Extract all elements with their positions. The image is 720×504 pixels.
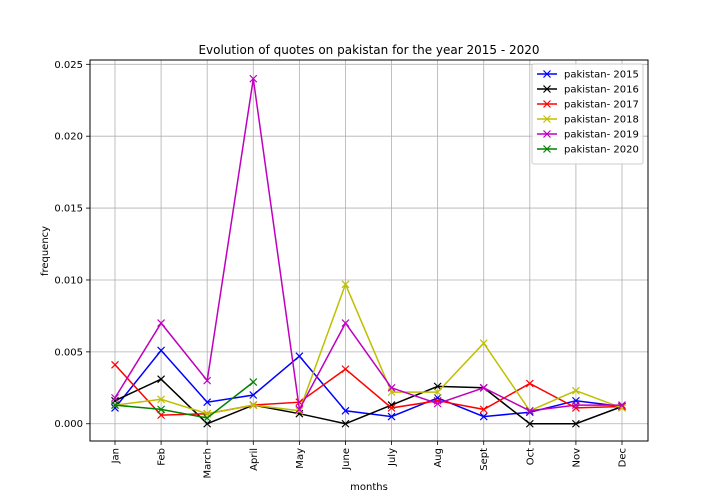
data-point <box>295 352 304 361</box>
data-point <box>295 405 304 414</box>
y-tick-label: 0.000 <box>54 419 83 430</box>
legend-label: pakistan- 2015 <box>564 70 639 81</box>
data-point <box>341 406 350 415</box>
data-point <box>525 419 534 428</box>
data-point <box>618 402 626 411</box>
data-point <box>157 375 166 384</box>
x-tick-label: Aug <box>433 448 444 468</box>
data-point <box>203 419 212 428</box>
legend-label: pakistan- 2019 <box>564 130 639 141</box>
x-tick-label: June <box>341 448 352 471</box>
data-point <box>571 401 580 409</box>
data-point <box>249 401 258 409</box>
legend-label: pakistan- 2017 <box>564 100 639 111</box>
series-4 <box>111 74 626 415</box>
legend-marker <box>543 115 551 123</box>
legend-label: pakistan- 2018 <box>564 115 639 126</box>
y-axis-label: frequency <box>40 226 51 276</box>
data-point <box>433 393 442 402</box>
x-tick-label: July <box>387 448 398 467</box>
legend-label: pakistan- 2016 <box>564 85 639 96</box>
x-tick-label: Dec <box>618 448 629 467</box>
data-point <box>249 74 258 83</box>
data-point <box>387 404 396 412</box>
data-point <box>525 406 534 415</box>
data-point <box>203 398 212 407</box>
data-point <box>479 412 488 421</box>
x-tick-label: Feb <box>157 448 168 466</box>
y-tick-label: 0.025 <box>54 60 83 71</box>
y-tick-label: 0.010 <box>54 275 83 286</box>
series-line <box>114 364 623 416</box>
data-point <box>203 376 212 385</box>
series-layer <box>111 74 626 428</box>
series-line <box>114 381 254 419</box>
data-point <box>341 319 350 328</box>
data-point <box>157 319 166 328</box>
data-point <box>387 412 396 421</box>
data-point <box>157 346 166 355</box>
data-point <box>341 280 350 289</box>
data-point <box>341 419 350 428</box>
grid <box>90 60 648 441</box>
y-tick-label: 0.015 <box>54 204 83 215</box>
data-point <box>341 365 350 374</box>
series-5 <box>111 378 258 422</box>
legend-marker <box>543 145 551 153</box>
legend-item: pakistan- 2019 <box>537 130 639 141</box>
series-line <box>114 282 623 415</box>
data-point <box>433 399 442 408</box>
legend: pakistan- 2015 pakistan- 2016 pakistan- 20… <box>531 63 644 165</box>
legend-label: pakistan- 2020 <box>564 145 639 156</box>
legend-marker <box>543 70 551 78</box>
x-tick-label: April <box>249 448 260 471</box>
data-point <box>479 405 488 414</box>
legend-item: pakistan- 2018 <box>537 115 639 126</box>
legend-marker <box>543 130 551 138</box>
x-tick-label: Sept <box>479 448 490 471</box>
data-point <box>479 383 488 392</box>
series-line <box>114 78 622 412</box>
x-tick-label: Oct <box>525 448 536 465</box>
legend-item: pakistan- 2020 <box>537 145 639 156</box>
x-tick-label: March <box>203 448 214 478</box>
data-point <box>618 401 626 409</box>
legend-item: pakistan- 2017 <box>537 100 639 111</box>
data-point <box>157 395 166 404</box>
data-point <box>157 405 166 414</box>
legend-marker <box>543 85 551 93</box>
x-axis: Jan Feb March April May June July Aug Sept Oct Nov… <box>111 441 629 478</box>
data-point <box>571 386 580 395</box>
x-axis-label: months <box>350 482 388 493</box>
data-point <box>525 379 534 388</box>
data-point <box>111 393 119 402</box>
data-point <box>203 414 212 422</box>
legend-item: pakistan- 2015 <box>537 70 639 81</box>
x-tick-label: May <box>295 448 306 469</box>
data-point <box>249 378 258 386</box>
data-point <box>479 339 488 348</box>
x-tick-label: Nov <box>571 448 582 468</box>
x-tick-label: Jan <box>111 448 122 464</box>
legend-marker <box>543 100 551 108</box>
chart-title: Evolution of quotes on pakistan for the … <box>198 43 539 57</box>
y-tick-label: 0.020 <box>54 132 83 143</box>
data-point <box>387 383 396 392</box>
data-point <box>157 411 166 420</box>
data-point <box>249 391 258 399</box>
y-tick-label: 0.005 <box>54 347 83 358</box>
data-point <box>111 360 119 369</box>
legend-item: pakistan- 2016 <box>537 85 639 96</box>
y-axis: 0.000 0.005 0.010 0.015 0.020 0.025 <box>54 60 90 430</box>
data-point <box>111 401 119 409</box>
legend-box <box>531 63 644 165</box>
plot-frame <box>89 59 649 442</box>
data-point <box>571 419 580 428</box>
data-point <box>433 388 442 397</box>
